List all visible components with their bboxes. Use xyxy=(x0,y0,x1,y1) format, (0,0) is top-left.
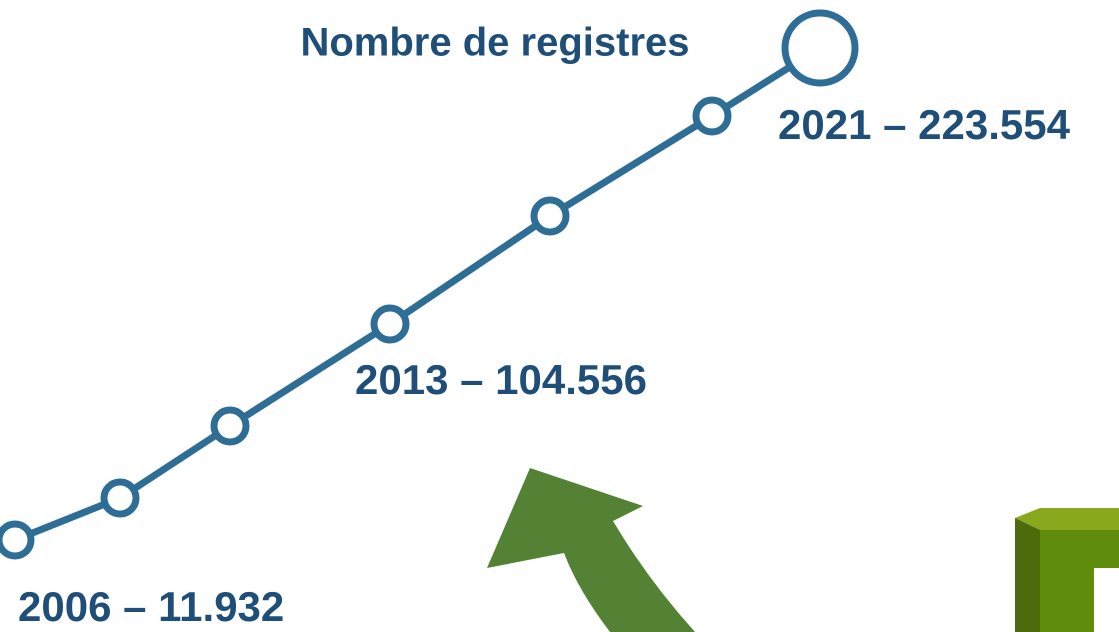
block-top xyxy=(1015,508,1119,530)
point-label: 2021 – 223.554 xyxy=(778,101,1071,148)
marker xyxy=(0,520,35,560)
marker xyxy=(530,196,570,236)
title: Nombre de registres xyxy=(300,21,689,65)
arrow xyxy=(487,468,695,632)
marker xyxy=(370,304,410,344)
block-side xyxy=(1015,518,1040,632)
marker-large xyxy=(781,9,859,87)
marker xyxy=(692,96,732,136)
marker xyxy=(100,478,140,518)
block-glyph xyxy=(1094,568,1119,632)
block xyxy=(1015,508,1119,632)
markers xyxy=(0,9,859,560)
point-label: 2006 – 11.932 xyxy=(18,583,284,630)
point-label: 2013 – 104.556 xyxy=(355,356,647,403)
marker xyxy=(210,406,250,446)
